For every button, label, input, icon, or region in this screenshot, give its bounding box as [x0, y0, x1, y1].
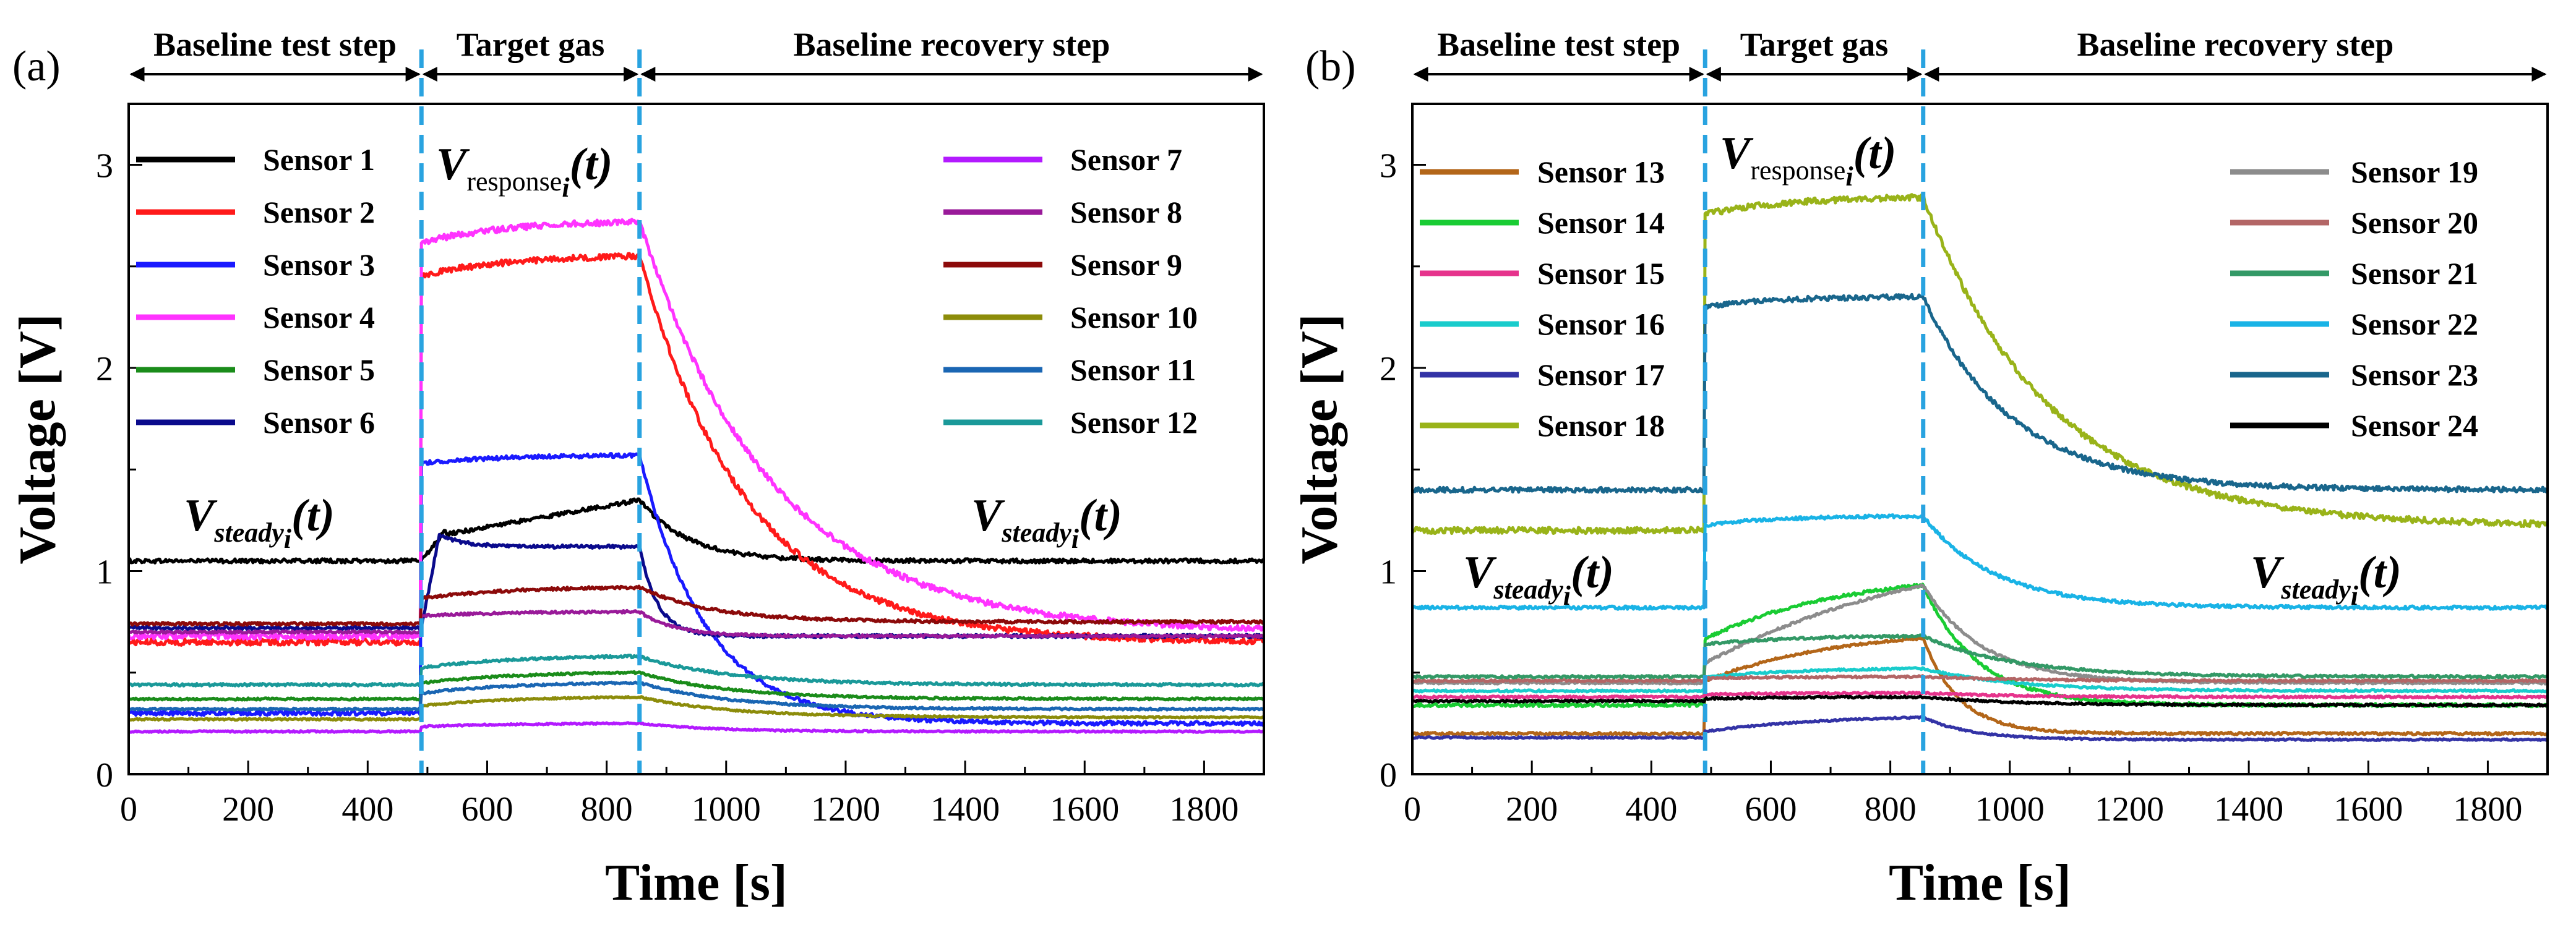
series-line-sensor-1	[129, 497, 1264, 565]
annotation-response: Vresponsei(t)	[436, 139, 612, 203]
series-line-sensor-15	[1412, 690, 2548, 700]
x-tick-label: 0	[1404, 790, 1421, 829]
x-tick-label: 600	[461, 790, 513, 829]
legend-label: Sensor 1	[263, 142, 375, 177]
series-line-sensor-21	[1412, 633, 2548, 680]
x-axis-title: Time [s]	[1889, 854, 2071, 911]
series-line-sensor-10	[129, 695, 1264, 722]
series-line-sensor-7	[129, 721, 1264, 734]
x-tick-label: 600	[1745, 790, 1797, 829]
plot-frame	[1411, 103, 2549, 775]
series-line-sensor-18	[1412, 193, 2548, 535]
series-line-sensor-22	[1412, 513, 2548, 611]
legend-label: Sensor 16	[1537, 307, 1665, 341]
series-line-sensor-11	[129, 680, 1264, 712]
phase-label: Target gas	[1740, 26, 1889, 63]
panel-label: (b)	[1305, 43, 1356, 90]
x-tick-label: 1800	[1169, 790, 1239, 829]
x-tick-label: 1000	[692, 790, 761, 829]
series-line-sensor-12	[129, 654, 1264, 688]
legend-label: Sensor 13	[1537, 155, 1665, 189]
legend-label: Sensor 23	[2351, 357, 2478, 392]
legend-label: Sensor 10	[1070, 300, 1198, 335]
series-group	[1412, 193, 2548, 742]
legend-label: Sensor 18	[1537, 408, 1665, 443]
legend-label: Sensor 4	[263, 300, 375, 335]
y-tick-label: 1	[96, 553, 113, 592]
x-tick-label: 1200	[2095, 790, 2164, 829]
plot-frame	[127, 103, 1265, 775]
legend-label: Sensor 17	[1537, 357, 1665, 392]
legend-label: Sensor 12	[1070, 405, 1198, 440]
chart-panel-a: 0 200 400 600 800 1000 1200 1400 1600 1800 0 1 2 3 Tim…	[9, 26, 1265, 911]
series-line-sensor-23	[1412, 292, 2548, 494]
legend-label: Sensor 3	[263, 247, 375, 282]
y-axis-title: Voltage [V]	[9, 314, 66, 564]
x-tick-label: 200	[222, 790, 274, 829]
legend-label: Sensor 14	[1537, 205, 1665, 240]
legend-label: Sensor 6	[263, 405, 375, 440]
x-axis-title: Time [s]	[605, 854, 788, 911]
legend-label: Sensor 2	[263, 195, 375, 229]
phase-label: Target gas	[457, 26, 605, 63]
legend-label: Sensor 5	[263, 352, 375, 387]
x-tick-label: 1600	[2333, 790, 2403, 829]
annotation-steady-left: Vsteadyi(t)	[1463, 547, 1614, 611]
y-tick-label: 1	[1380, 553, 1397, 592]
y-tick-label: 2	[1380, 350, 1397, 388]
annotation-response: Vresponsei(t)	[1720, 128, 1896, 192]
annotation-steady-right: Vsteadyi(t)	[2251, 547, 2402, 611]
legend-label: Sensor 22	[2351, 307, 2478, 341]
y-tick-label: 0	[1380, 756, 1397, 795]
x-tick-label: 400	[1625, 790, 1677, 829]
series-line-sensor-3	[129, 452, 1264, 727]
x-tick-label: 1600	[1050, 790, 1119, 829]
phase-label: Baseline test step	[1437, 26, 1680, 63]
legend-label: Sensor 8	[1070, 195, 1182, 229]
legend-label: Sensor 15	[1537, 256, 1665, 291]
x-tick-label: 0	[120, 790, 137, 829]
x-tick-label: 1200	[811, 790, 880, 829]
legend-label: Sensor 19	[2351, 155, 2478, 189]
legend-label: Sensor 11	[1070, 352, 1196, 387]
legend-label: Sensor 24	[2351, 408, 2478, 443]
x-tick-label: 400	[341, 790, 393, 829]
legend-label: Sensor 7	[1070, 142, 1182, 177]
series-group	[129, 218, 1264, 734]
annotation-steady-right: Vsteadyi(t)	[971, 490, 1122, 554]
annotation-steady-left: Vsteadyi(t)	[184, 490, 335, 554]
phase-label: Baseline test step	[153, 26, 397, 63]
series-line-sensor-19	[1412, 583, 2548, 686]
series-line-sensor-13	[1412, 636, 2548, 736]
x-tick-label: 800	[581, 790, 633, 829]
x-tick-label: 1800	[2453, 790, 2522, 829]
y-tick-label: 3	[96, 147, 113, 186]
series-line-sensor-24	[1412, 694, 2548, 708]
series-line-sensor-5	[129, 670, 1264, 702]
x-tick-label: 800	[1865, 790, 1917, 829]
x-tick-label: 200	[1506, 790, 1558, 829]
series-line-sensor-9	[129, 584, 1264, 627]
legend-label: Sensor 21	[2351, 256, 2478, 291]
y-tick-label: 3	[1380, 147, 1397, 186]
y-tick-label: 0	[96, 756, 113, 795]
x-tick-label: 1400	[2214, 790, 2283, 829]
x-tick-label: 1400	[930, 790, 1000, 829]
legend-label: Sensor 20	[2351, 205, 2478, 240]
series-line-sensor-4	[129, 218, 1264, 641]
y-tick-label: 2	[96, 350, 113, 388]
phase-label: Baseline recovery step	[2077, 26, 2394, 63]
legend-label: Sensor 9	[1070, 247, 1182, 282]
series-line-sensor-20	[1412, 674, 2548, 683]
series-line-sensor-17	[1412, 715, 2548, 742]
chart-panel-b: 0 200 400 600 800 1000 1200 1400 1600 1800 0 1 2 3 Tim…	[1290, 26, 2549, 911]
x-tick-label: 1000	[1975, 790, 2045, 829]
panel-label: (a)	[12, 43, 61, 90]
phase-label: Baseline recovery step	[793, 26, 1110, 63]
y-axis-title: Voltage [V]	[1290, 314, 1348, 564]
series-line-sensor-8	[129, 608, 1264, 639]
